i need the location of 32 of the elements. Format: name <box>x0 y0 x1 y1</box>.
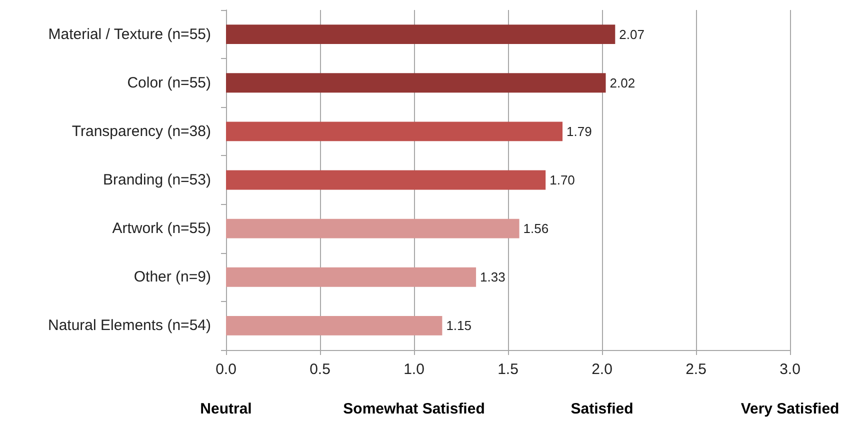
bar <box>226 316 442 336</box>
data-label: 1.79 <box>566 124 592 139</box>
data-label: 2.07 <box>619 26 644 42</box>
y-tick-label: Color (n=55) <box>127 74 211 92</box>
text: Satisfied <box>570 400 634 418</box>
text: Very Satisfied <box>740 400 840 418</box>
y-tick-label: Artwork (n=55) <box>112 220 211 238</box>
y-tick-label: Branding (n=53) <box>103 172 211 188</box>
bar <box>226 122 563 142</box>
bar <box>226 170 546 190</box>
x-tick-label: 2.0 <box>592 361 612 378</box>
data-label: 1.56 <box>523 221 549 236</box>
y-tick-label: Other (n=9) <box>134 268 211 286</box>
data-label: 1.33 <box>480 270 506 285</box>
text: Neutral <box>200 400 252 418</box>
data-label: 2.02 <box>610 75 636 90</box>
bar <box>226 24 616 44</box>
data-label: 1.70 <box>550 172 575 188</box>
x-tick-label: 2.5 <box>686 361 706 378</box>
data-label: 1.15 <box>446 318 472 334</box>
x-tick-label: 3.0 <box>780 361 800 378</box>
bar <box>226 218 520 238</box>
x-tick-label: 0.0 <box>216 361 236 378</box>
bar <box>226 267 476 287</box>
x-tick-label: 0.5 <box>310 361 330 378</box>
y-tick-label: Transparency (n=38) <box>72 122 211 140</box>
bar <box>226 73 606 93</box>
y-tick-label: Natural Elements (n=54) <box>48 317 211 334</box>
x-tick-label: 1.5 <box>498 361 518 378</box>
y-tick-label: Material / Texture (n=55) <box>48 26 211 43</box>
text: Somewhat Satisfied <box>343 400 485 418</box>
x-tick-label: 1.0 <box>404 361 424 378</box>
